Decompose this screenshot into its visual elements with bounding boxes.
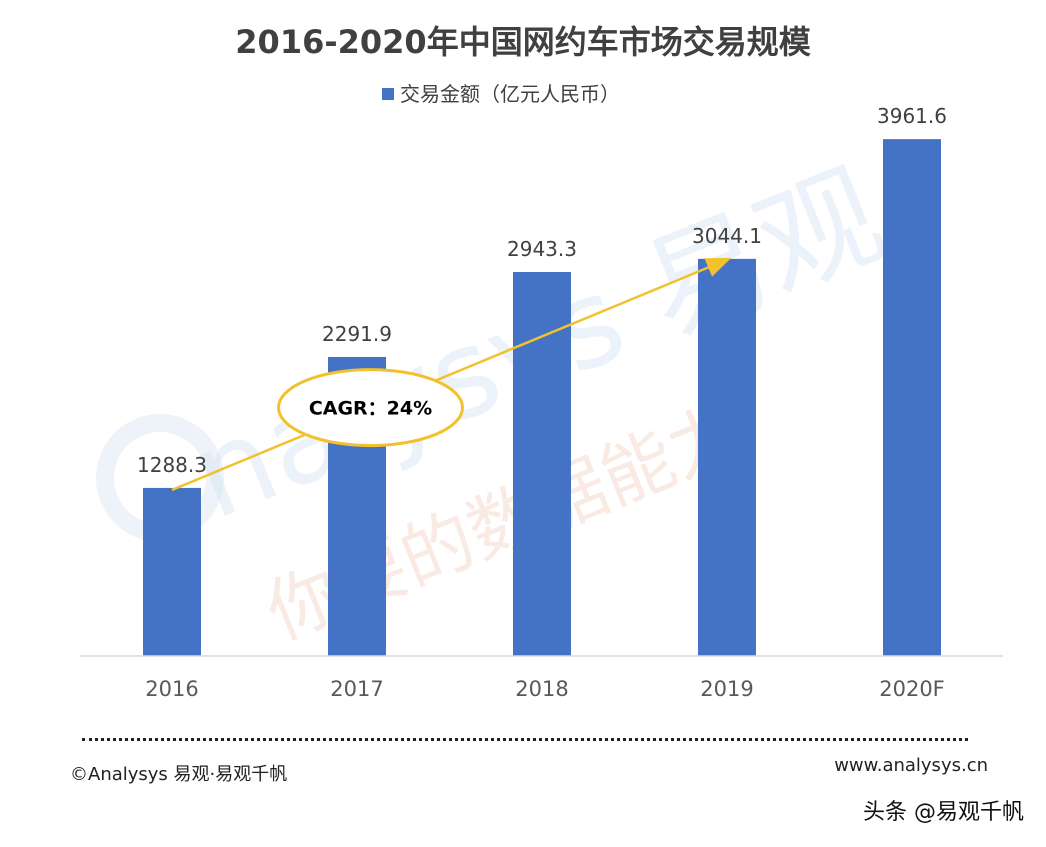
value-label-2016: 1288.3 <box>137 453 207 477</box>
tick-label-2020F: 2020F <box>879 677 945 701</box>
bar-2016 <box>143 487 201 656</box>
chart-title: 2016-2020年中国网约车市场交易规模 <box>235 23 810 61</box>
cagr-arrow <box>171 257 732 492</box>
legend-label: 交易金额（亿元人民币） <box>400 82 620 106</box>
tick-label-2019: 2019 <box>700 677 753 701</box>
value-labels: 1288.3 2291.9 2943.3 3044.1 3961.6 <box>137 104 947 477</box>
legend-swatch <box>382 88 394 100</box>
value-label-2019: 3044.1 <box>692 224 762 248</box>
footer-divider <box>82 738 968 741</box>
source-credit: 头条 @易观千帆 <box>863 800 1024 825</box>
bar-2020F <box>883 139 941 656</box>
tick-label-2016: 2016 <box>145 677 198 701</box>
footer-website[interactable]: www.analysys.cn <box>834 755 988 776</box>
tick-label-2017: 2017 <box>330 677 383 701</box>
footer-copyright: ©Analysys 易观·易观千帆 <box>70 764 288 785</box>
value-label-2017: 2291.9 <box>322 322 392 346</box>
cagr-label: CAGR：24% <box>309 398 432 420</box>
bar-2019 <box>698 258 756 656</box>
cagr-ellipse <box>277 368 464 448</box>
bar-2018 <box>513 272 571 656</box>
cagr-annotation: CAGR：24% <box>171 257 732 492</box>
value-label-2018: 2943.3 <box>507 237 577 261</box>
tick-label-2018: 2018 <box>515 677 568 701</box>
watermark: nalysys 易观 你要的数据能力 <box>96 145 901 656</box>
x-axis-ticks: 2016 2017 2018 2019 2020F <box>145 677 944 701</box>
value-label-2020F: 3961.6 <box>877 104 947 128</box>
legend: 交易金额（亿元人民币） <box>382 82 620 106</box>
